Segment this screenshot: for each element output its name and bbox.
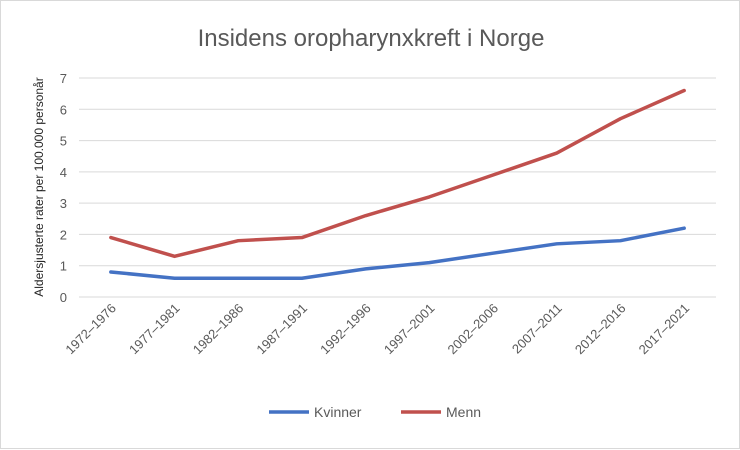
- y-tick-label: 3: [60, 196, 67, 211]
- y-tick-label: 7: [60, 71, 67, 86]
- chart-title: Insidens oropharynxkreft i Norge: [198, 25, 545, 52]
- legend-label: Menn: [446, 404, 481, 420]
- series-line-menn: [109, 88, 686, 259]
- x-tick-label: 1997–2001: [381, 301, 438, 358]
- y-tick-label: 2: [60, 227, 67, 242]
- series-line-kvinner: [109, 226, 686, 280]
- x-tick-label: 2012–2016: [572, 301, 629, 358]
- x-tick-label: 2002–2006: [445, 301, 502, 358]
- x-tick-label: 2007–2011: [509, 301, 565, 357]
- x-tick-label: 1992–1996: [317, 301, 374, 358]
- x-tick-label: 1977–1981: [126, 301, 183, 358]
- x-tick-label: 1987–1991: [253, 301, 310, 358]
- y-tick-label: 6: [60, 102, 67, 117]
- x-tick-label: 1972–1976: [62, 301, 119, 358]
- x-tick-label: 2017–2021: [636, 301, 693, 358]
- x-tick-label: 1982–1986: [190, 301, 247, 358]
- y-axis-label: Aldersjusterte rater per 100.000 personå…: [32, 77, 46, 296]
- legend-label: Kvinner: [314, 404, 362, 420]
- y-tick-label: 5: [60, 134, 67, 149]
- y-tick-label: 0: [60, 290, 67, 305]
- y-tick-label: 1: [60, 259, 67, 274]
- y-tick-label: 4: [60, 165, 67, 180]
